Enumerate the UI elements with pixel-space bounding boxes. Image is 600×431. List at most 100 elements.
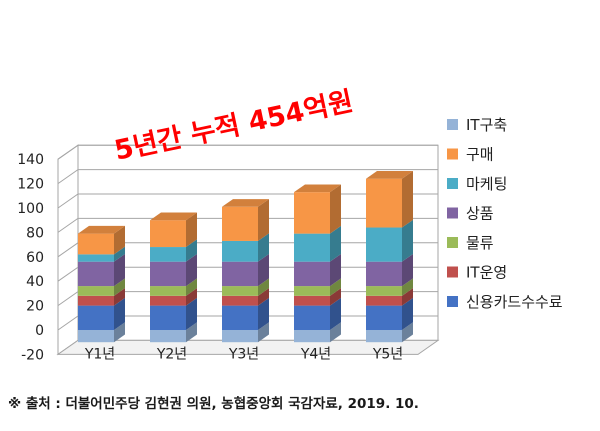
bar-segment bbox=[78, 305, 114, 330]
bar-segment-side bbox=[330, 297, 341, 330]
bar-segment bbox=[78, 295, 114, 306]
bar-segment bbox=[294, 261, 330, 287]
bar-segment-side bbox=[114, 253, 125, 287]
legend-swatch bbox=[447, 119, 458, 130]
y-tick-label: 0 bbox=[35, 323, 44, 339]
legend-label: 상품 bbox=[466, 205, 494, 223]
legend-label: 물류 bbox=[466, 234, 494, 252]
x-tick-label: Y2년 bbox=[156, 346, 187, 362]
bar-segment bbox=[222, 295, 258, 306]
bar-segment-side bbox=[114, 246, 125, 262]
bar-segment bbox=[78, 261, 114, 287]
legend-swatch bbox=[447, 237, 458, 248]
bar-segment bbox=[294, 286, 330, 296]
bar-segment-side bbox=[186, 278, 197, 296]
bar-segment-side bbox=[114, 278, 125, 296]
bar-segment-top bbox=[366, 171, 413, 179]
bar-segment bbox=[150, 295, 186, 306]
legend-swatch bbox=[447, 178, 458, 189]
bar-segment bbox=[294, 305, 330, 330]
bar-segment-top bbox=[294, 184, 341, 193]
bar-segment bbox=[222, 206, 258, 241]
legend-swatch bbox=[447, 207, 458, 219]
y-axis-ticks: -20 0 20 40 60 80 100 120 140 bbox=[17, 152, 44, 363]
legend-label: IT구축 bbox=[466, 116, 507, 134]
bar-segment bbox=[150, 261, 186, 287]
legend-label: 마케팅 bbox=[466, 175, 507, 193]
bar-segment bbox=[78, 330, 114, 343]
bar-segment bbox=[294, 330, 330, 343]
x-tick-label: Y1년 bbox=[84, 346, 115, 362]
bar-segment-side bbox=[258, 322, 269, 343]
bar-segment bbox=[294, 192, 330, 234]
bar-segment-side bbox=[186, 239, 197, 262]
bar-segment-side bbox=[114, 297, 125, 330]
bar-segment-side bbox=[330, 278, 341, 296]
legend-label: 구매 bbox=[466, 146, 494, 164]
gridline bbox=[57, 144, 438, 160]
bar-segment bbox=[366, 178, 402, 228]
bar-segment-side bbox=[258, 297, 269, 330]
bar-segment-side bbox=[258, 288, 269, 306]
bar-segment-side bbox=[402, 253, 413, 287]
bar-segment-side bbox=[402, 219, 413, 262]
bar-segment bbox=[366, 305, 402, 330]
bar-segment-side bbox=[186, 297, 197, 330]
bar-segment bbox=[366, 261, 402, 287]
bar-segment-side bbox=[186, 322, 197, 343]
bar-segment-side bbox=[330, 322, 341, 343]
bar-segment bbox=[222, 240, 258, 262]
bar-segment bbox=[150, 220, 186, 248]
bar-stack bbox=[150, 212, 197, 343]
bar-segment-side bbox=[114, 288, 125, 306]
bar-segment-side bbox=[402, 278, 413, 296]
bar-segment bbox=[222, 305, 258, 330]
y-tick-label: 100 bbox=[17, 201, 44, 217]
y-tick-label: 20 bbox=[26, 299, 44, 315]
bar-stack bbox=[294, 184, 341, 343]
x-axis-ticks: Y1년 Y2년 Y3년 Y4년 Y5년 bbox=[84, 346, 403, 362]
bar-segment-side bbox=[402, 171, 413, 228]
bar-segment bbox=[150, 247, 186, 262]
bar-segment bbox=[366, 295, 402, 306]
y-tick-label: 60 bbox=[26, 250, 44, 266]
bar-segment-side bbox=[186, 212, 197, 248]
bar-segment bbox=[366, 286, 402, 296]
bar-segment bbox=[78, 286, 114, 296]
legend-label: IT운영 bbox=[466, 264, 507, 282]
bar-segment-side bbox=[186, 288, 197, 306]
bar-segment-side bbox=[330, 225, 341, 262]
bar-segment bbox=[294, 295, 330, 306]
x-tick-label: Y4년 bbox=[300, 346, 331, 362]
bar-segment-side bbox=[402, 288, 413, 306]
bar-segment bbox=[78, 233, 114, 255]
bar-segment bbox=[222, 261, 258, 287]
bar-segment bbox=[366, 330, 402, 343]
legend-label: 신용카드수수료 bbox=[466, 293, 563, 311]
bar-segment-side bbox=[114, 225, 125, 255]
bar-segment-side bbox=[258, 233, 269, 262]
y-tick-label: 40 bbox=[26, 274, 44, 290]
y-tick-label: 80 bbox=[26, 225, 44, 241]
legend-swatch bbox=[447, 296, 458, 307]
bar-segment-side bbox=[258, 199, 269, 241]
bars bbox=[78, 171, 413, 343]
source-note: ※ 출처 : 더불어민주당 김현권 의원, 농협중앙회 국감자료, 2019. … bbox=[8, 396, 419, 412]
floor-plane bbox=[56, 339, 440, 355]
bar-segment-side bbox=[402, 322, 413, 343]
legend-swatch bbox=[447, 148, 458, 160]
bar-segment-side bbox=[258, 278, 269, 296]
legend-swatch bbox=[447, 266, 458, 278]
bar-stack bbox=[366, 171, 413, 343]
x-tick-label: Y5년 bbox=[372, 346, 403, 362]
bar-stack bbox=[78, 225, 125, 343]
bar-segment-side bbox=[330, 253, 341, 287]
bar-segment bbox=[78, 254, 114, 262]
bar-segment bbox=[222, 330, 258, 343]
x-tick-label: Y3년 bbox=[228, 346, 259, 362]
bar-segment-top bbox=[78, 225, 125, 234]
bar-segment-top bbox=[150, 212, 197, 221]
y-tick-label: 140 bbox=[17, 152, 44, 168]
